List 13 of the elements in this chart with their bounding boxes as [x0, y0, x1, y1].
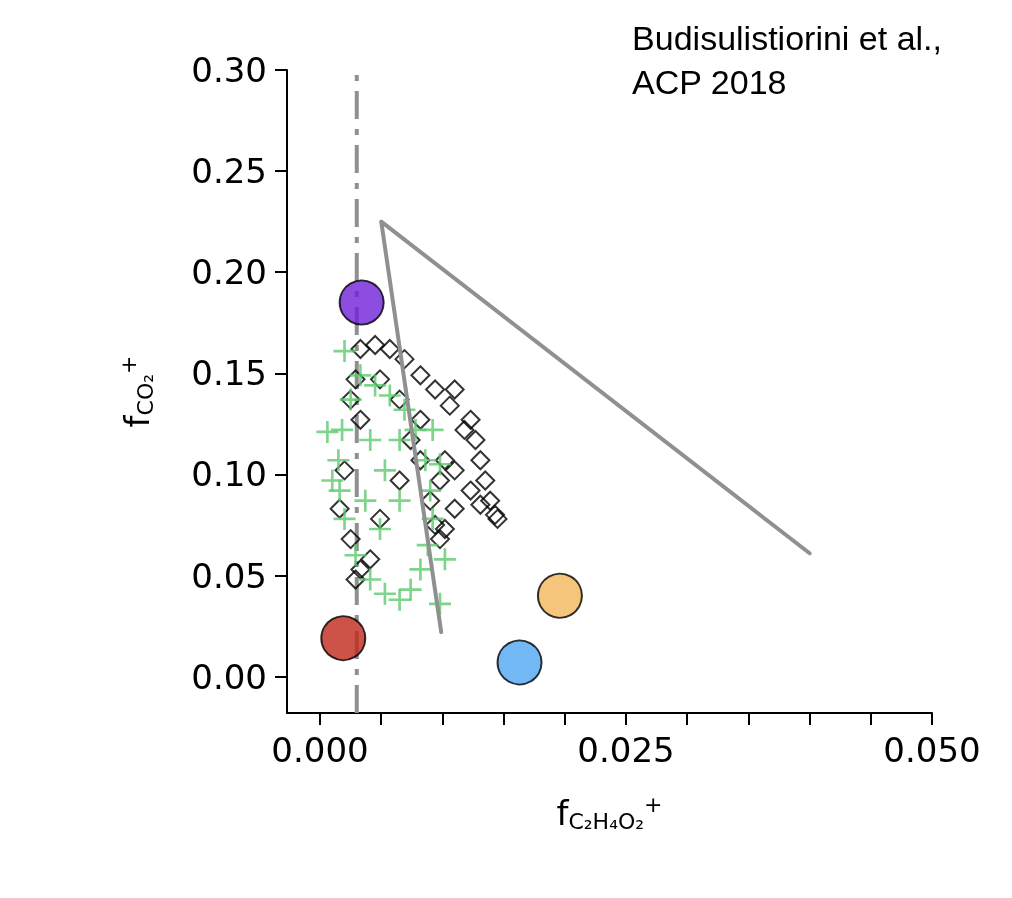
y-tick-label: 0.05	[191, 555, 267, 596]
y-tick-label: 0.25	[191, 151, 267, 192]
annotation: Budisulistiorini et al., ACP 2018	[632, 19, 942, 101]
y-tick-label: 0.10	[191, 454, 267, 495]
y-tick-label: 0.00	[191, 656, 267, 697]
x-tick-label: 0.025	[577, 730, 675, 770]
x-axis-title: fC₂H₄O₂+	[556, 791, 663, 834]
x-tick-label: 0.000	[271, 730, 369, 770]
y-tick-label: 0.30	[191, 50, 267, 90]
y-tick-label: 0.20	[191, 252, 267, 293]
y-axis-title: fCO₂+	[115, 355, 158, 428]
y-tick-label: 0.15	[191, 353, 267, 394]
x-tick-label: 0.050	[883, 730, 981, 770]
